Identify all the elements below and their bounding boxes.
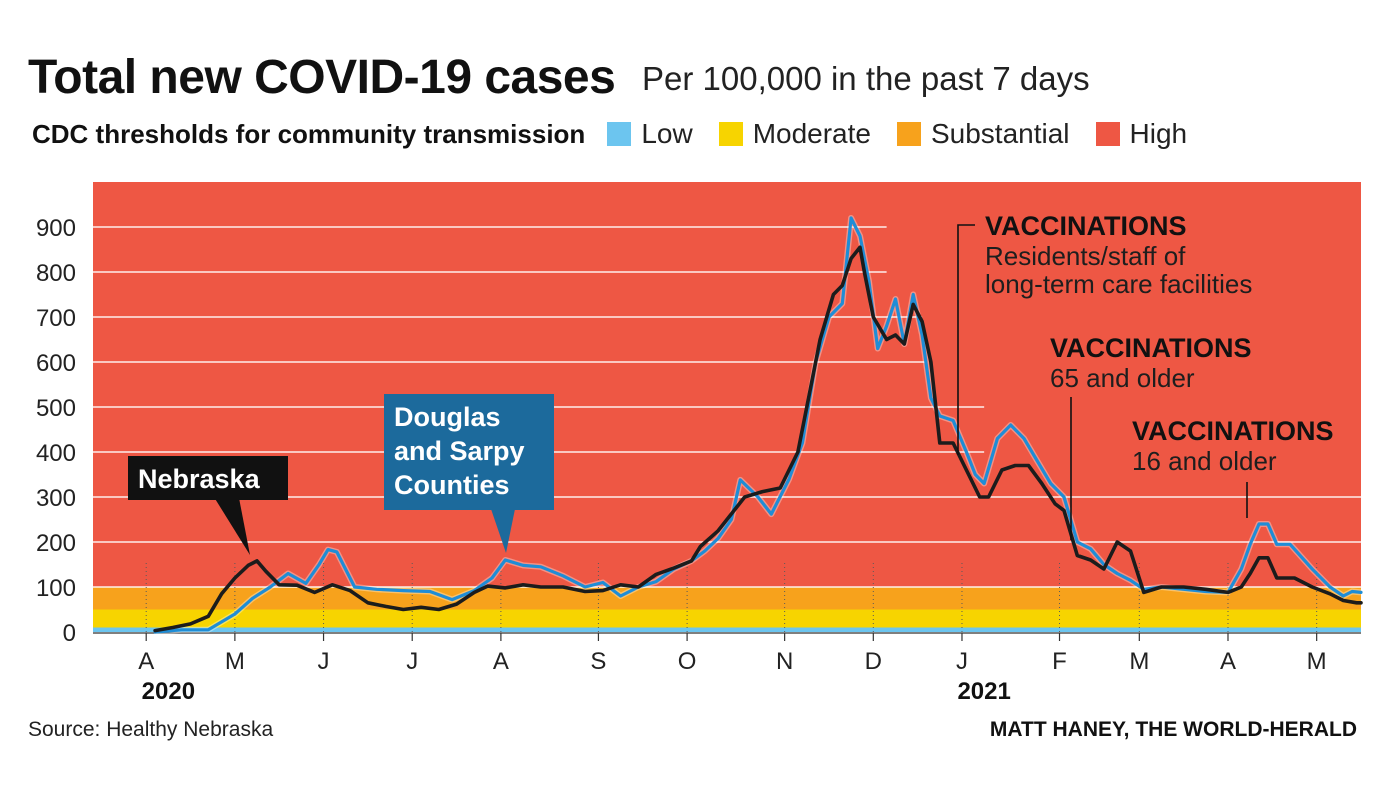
callout-pointer xyxy=(215,499,250,555)
callout-label: Nebraska xyxy=(138,464,261,494)
y-tick-label: 100 xyxy=(36,575,76,602)
legend-item-high: High xyxy=(1095,118,1188,150)
legend-label-substantial: Substantial xyxy=(930,118,1070,149)
year-label: 2021 xyxy=(957,678,1010,705)
annotation-leader xyxy=(957,224,975,455)
legend-label-moderate: Moderate xyxy=(752,118,871,149)
y-tick-label: 600 xyxy=(36,350,76,377)
legend-title: CDC thresholds for community transmissio… xyxy=(32,118,586,149)
y-tick-label: 500 xyxy=(36,395,76,422)
y-tick-label: 800 xyxy=(36,260,76,287)
legend-item-low: Low xyxy=(607,118,693,150)
x-tick-label: J xyxy=(956,648,968,675)
x-tick-label: O xyxy=(678,648,697,675)
callout-pointer xyxy=(491,509,515,553)
y-tick-label: 900 xyxy=(36,215,76,242)
callout-label: and Sarpy xyxy=(394,436,525,466)
x-tick-label: F xyxy=(1052,648,1067,675)
annotation-title: VACCINATIONS xyxy=(1050,333,1252,363)
x-tick-label: D xyxy=(865,648,882,675)
x-tick-label: M xyxy=(1129,648,1149,675)
y-tick-label: 400 xyxy=(36,440,76,467)
y-tick-label: 200 xyxy=(36,530,76,557)
legend-item-moderate: Moderate xyxy=(718,118,871,150)
band-low xyxy=(93,627,1361,632)
x-tick-label: A xyxy=(138,648,154,675)
page-subtitle: Per 100,000 in the past 7 days xyxy=(642,60,1090,97)
band-substantial xyxy=(93,587,1361,610)
x-tick-label: A xyxy=(1220,648,1236,675)
y-tick-label: 300 xyxy=(36,485,76,512)
x-tick-label: J xyxy=(318,648,330,675)
legend-swatch-high xyxy=(1095,122,1120,146)
annotation-text: Residents/staff of xyxy=(985,241,1186,271)
callout-label: Douglas xyxy=(394,402,501,432)
annotation-title: VACCINATIONS xyxy=(1132,416,1334,446)
y-tick-label: 700 xyxy=(36,305,76,332)
credit-line: MATT HANEY, THE WORLD-HERALD xyxy=(989,718,1357,741)
legend: CDC thresholds for community transmissio… xyxy=(32,116,1213,152)
callout-box xyxy=(384,394,554,510)
legend-label-high: High xyxy=(1129,118,1188,149)
legend-swatch-low xyxy=(607,122,632,146)
series-line-nebraska xyxy=(153,245,1363,633)
legend-item-substantial: Substantial xyxy=(896,118,1070,150)
legend-swatch-moderate xyxy=(718,122,743,146)
x-tick-label: S xyxy=(590,648,606,675)
annotation-title: VACCINATIONS xyxy=(985,211,1187,241)
x-tick-label: J xyxy=(406,648,418,675)
legend-swatch-substantial xyxy=(896,122,921,146)
y-tick-label: 0 xyxy=(63,620,76,647)
annotation-text: 16 and older xyxy=(1132,446,1277,476)
year-label: 2020 xyxy=(142,678,195,705)
x-tick-label: M xyxy=(225,648,245,675)
legend-label-low: Low xyxy=(641,118,693,149)
source-note: Source: Healthy Nebraska xyxy=(28,718,274,741)
callout-box xyxy=(128,456,288,500)
annotation-text: 65 and older xyxy=(1050,363,1195,393)
x-tick-label: M xyxy=(1307,648,1327,675)
band-moderate xyxy=(93,609,1361,628)
page-title: Total new COVID-19 cases xyxy=(28,51,616,104)
x-tick-label: N xyxy=(776,648,793,675)
x-tick-label: A xyxy=(493,648,509,675)
callout-label: Counties xyxy=(394,470,510,500)
annotation-text: long-term care facilities xyxy=(985,269,1252,299)
